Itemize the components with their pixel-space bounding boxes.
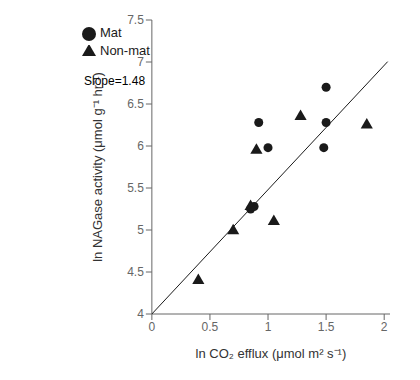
svg-text:7.5: 7.5: [127, 13, 144, 27]
svg-text:2: 2: [381, 320, 388, 334]
svg-text:4: 4: [137, 307, 144, 321]
html-text:Mat: Mat: [100, 25, 122, 40]
svg-text:5.5: 5.5: [127, 181, 144, 195]
svg-text:ln NAGase activity (μmol g⁻¹ h: ln NAGase activity (μmol g⁻¹ hr⁻¹): [90, 72, 105, 262]
svg-text:6: 6: [137, 139, 144, 153]
svg-text:0: 0: [149, 320, 156, 334]
svg-text:0.5: 0.5: [202, 320, 219, 334]
svg-text:1: 1: [265, 320, 272, 334]
svg-text:1.5: 1.5: [318, 320, 335, 334]
svg-text:6.5: 6.5: [127, 97, 144, 111]
svg-text:7: 7: [137, 55, 144, 69]
html-text:Slope=1.48: Slope=1.48: [84, 74, 146, 88]
svg-text:5: 5: [137, 223, 144, 237]
html-text:Non-mat: Non-mat: [100, 43, 150, 58]
svg-text:ln CO₂ efflux (μmol m² s⁻¹): ln CO₂ efflux (μmol m² s⁻¹): [196, 346, 347, 361]
svg-text:4.5: 4.5: [127, 265, 144, 279]
